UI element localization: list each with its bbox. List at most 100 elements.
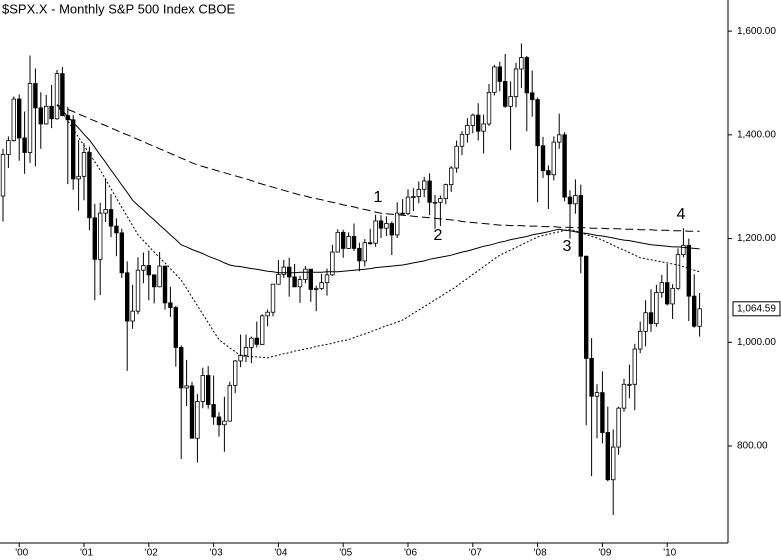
candle-body xyxy=(508,96,513,107)
candle-body xyxy=(481,123,486,132)
y-tick-label: 800.00 xyxy=(737,441,768,452)
candle-body xyxy=(308,268,313,290)
candle-body xyxy=(319,282,324,289)
candle-body xyxy=(454,145,459,169)
x-tick-label: '09 xyxy=(598,548,611,559)
candle-body xyxy=(200,375,205,402)
candle-body xyxy=(470,114,475,126)
x-tick-label: '03 xyxy=(210,548,223,559)
x-tick-label: '10 xyxy=(663,548,676,559)
candle-body xyxy=(87,152,92,219)
candle-body xyxy=(605,432,610,481)
candle-body xyxy=(346,236,351,249)
candle-body xyxy=(367,242,373,245)
candle-body xyxy=(567,196,573,205)
candle-body xyxy=(681,244,686,256)
candle-body xyxy=(265,311,270,317)
candle-body xyxy=(497,66,502,82)
y-tick-label: 1,600.00 xyxy=(737,26,776,37)
candle-body xyxy=(692,295,697,327)
candle-body xyxy=(421,180,427,190)
candle-body xyxy=(173,307,178,348)
x-tick-label: '08 xyxy=(534,548,547,559)
candle-body xyxy=(378,220,384,229)
candle-body xyxy=(427,180,432,203)
x-tick-label: '05 xyxy=(339,548,352,559)
candle-body xyxy=(243,347,249,356)
candle-body xyxy=(76,175,81,180)
candle-body xyxy=(632,348,637,385)
candle-body xyxy=(11,98,16,141)
candle-body xyxy=(432,201,438,204)
candle-body xyxy=(394,212,400,236)
candle-body xyxy=(584,255,589,359)
candle-body xyxy=(6,140,11,155)
candle-body xyxy=(205,375,211,405)
candle-body xyxy=(303,268,308,280)
candle-body xyxy=(157,265,162,288)
candle-body xyxy=(475,114,481,132)
candle-body xyxy=(400,212,405,215)
candle-body xyxy=(108,209,114,227)
candle-body xyxy=(562,134,567,198)
candle-body xyxy=(189,385,195,439)
candle-body xyxy=(524,57,529,94)
y-tick-label: 1,000.00 xyxy=(737,337,776,348)
annotation: 1 xyxy=(374,189,383,206)
candle-body xyxy=(573,195,578,205)
candle-body xyxy=(286,266,292,278)
candle-body xyxy=(16,98,22,139)
candle-body xyxy=(373,220,378,244)
last-price-label: 1,064.59 xyxy=(737,303,776,314)
candle-body xyxy=(492,66,497,93)
candle-body xyxy=(638,331,643,350)
candle-body xyxy=(313,287,319,290)
candle-body xyxy=(44,105,49,125)
annotation: 3 xyxy=(563,238,572,255)
candle-body xyxy=(49,105,54,120)
candle-body xyxy=(54,73,60,120)
candle-body xyxy=(168,302,173,308)
candle-body xyxy=(670,287,675,305)
candle-body xyxy=(594,392,600,397)
candle-body xyxy=(357,248,362,262)
candle-body xyxy=(340,231,346,249)
candle-body xyxy=(178,347,184,389)
candle-body xyxy=(519,57,524,70)
candle-body xyxy=(151,274,157,288)
candle-body xyxy=(351,236,357,249)
candle-body xyxy=(330,251,335,276)
candle-body xyxy=(146,265,151,276)
candle-body xyxy=(611,446,616,481)
candle-body xyxy=(438,198,443,203)
chart-title: $SPX.X - Monthly S&P 500 Index CBOE xyxy=(2,1,235,16)
x-tick-label: '01 xyxy=(80,548,93,559)
candle-body xyxy=(297,279,303,288)
candle-body xyxy=(697,308,702,327)
candle-body xyxy=(648,312,654,325)
y-tick-label: 1,200.00 xyxy=(737,233,776,244)
candle-body xyxy=(335,231,340,253)
candle-body xyxy=(546,170,551,176)
candle-body xyxy=(98,212,103,260)
candle-body xyxy=(281,266,286,275)
moving-average xyxy=(56,104,700,274)
candle-body xyxy=(616,407,621,448)
candle-body xyxy=(686,244,691,297)
candle-body xyxy=(38,107,43,125)
candle-body xyxy=(222,420,227,426)
candle-body xyxy=(557,134,562,143)
candle-body xyxy=(540,145,546,172)
candle-body xyxy=(627,383,632,386)
candle-body xyxy=(60,73,65,117)
candle-body xyxy=(535,99,540,147)
x-tick-label: '06 xyxy=(404,548,417,559)
candle-body xyxy=(162,265,168,304)
candle-body xyxy=(232,360,238,386)
candle-body xyxy=(292,276,297,288)
candle-body xyxy=(130,310,135,322)
candle-body xyxy=(270,283,276,313)
candle-body xyxy=(665,282,670,305)
candle-body xyxy=(141,265,146,271)
candle-body xyxy=(81,152,87,177)
